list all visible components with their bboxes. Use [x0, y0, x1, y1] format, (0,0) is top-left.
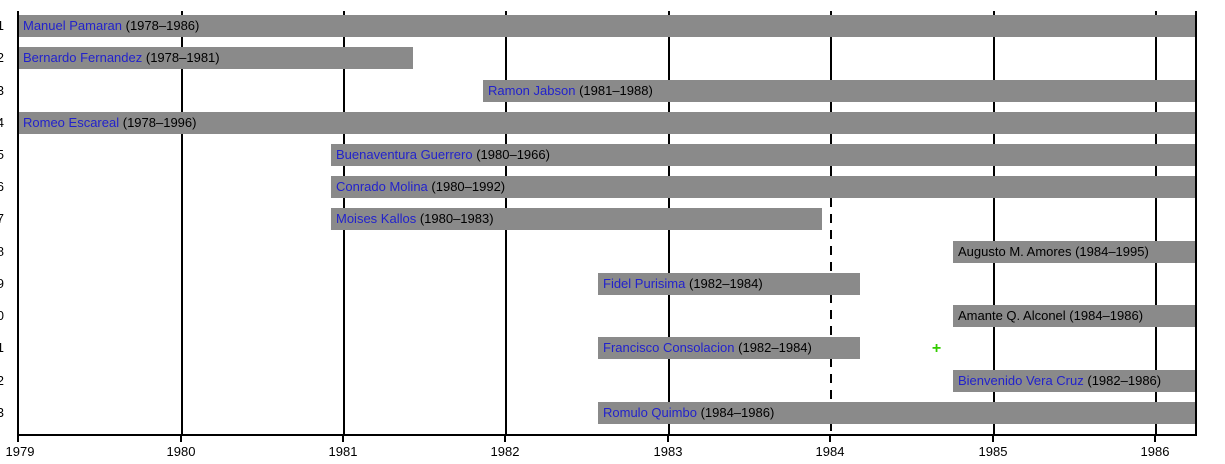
term-years: (1984–1986)	[700, 405, 775, 420]
person-link[interactable]: Ramon Jabson	[488, 83, 576, 98]
person-link[interactable]: Buenaventura Guerrero	[336, 147, 473, 162]
row-number: 11	[0, 340, 4, 355]
axis-left-line	[17, 11, 19, 435]
person-link[interactable]: Moises Kallos	[336, 211, 417, 226]
timeline-bar: Romulo Quimbo (1984–1986)	[598, 402, 1196, 424]
person-link[interactable]: Conrado Molina	[336, 179, 428, 194]
term-years: (1982–1984)	[738, 340, 812, 355]
term-years: (1978–1996)	[122, 115, 197, 130]
timeline-bar: Romeo Escareal (1978–1996)	[18, 112, 1196, 134]
tick-1981	[342, 436, 344, 442]
plus-marker-icon: +	[931, 340, 942, 357]
person-link[interactable]: Bienvenido Vera Cruz	[958, 373, 1084, 388]
person-name: Augusto M. Amores	[958, 244, 1072, 259]
row-number: 5	[0, 147, 4, 162]
axis-bottom-line	[17, 434, 1197, 436]
timeline-bar: Moises Kallos (1980–1983)	[331, 208, 822, 230]
term-years: (1982–1984)	[688, 276, 763, 291]
person-link[interactable]: Fidel Purisima	[603, 276, 686, 291]
term-years: (1978–1981)	[145, 50, 220, 65]
timeline-bar: Augusto M. Amores (1984–1995)	[953, 241, 1196, 263]
gridline-1986	[1155, 11, 1157, 434]
person-link[interactable]: Romulo Quimbo	[603, 405, 697, 420]
row-number: 12	[0, 373, 4, 388]
tick-1979	[17, 436, 19, 442]
row-number: 7	[0, 211, 4, 226]
term-years: (1980–1992)	[431, 179, 506, 194]
gridline-1980	[181, 11, 183, 434]
tick-label-1984: 1984	[815, 444, 845, 459]
row-number: 13	[0, 405, 4, 420]
person-link[interactable]: Francisco Consolacion	[603, 340, 735, 355]
timeline-bar: Francisco Consolacion (1982–1984)	[598, 337, 860, 359]
row-number: 1	[0, 18, 4, 33]
tick-label-1981: 1981	[328, 444, 358, 459]
gridline-1984-dashed	[830, 198, 832, 434]
tick-label-1983: 1983	[653, 444, 683, 459]
term-years: (1982–1986)	[1087, 373, 1162, 388]
tick-1985	[992, 436, 994, 442]
gridline-1985	[993, 11, 995, 434]
term-years: (1978–1986)	[125, 18, 200, 33]
term-years: (1984–1995)	[1075, 244, 1149, 259]
row-number: 4	[0, 115, 4, 130]
timeline-bar: Buenaventura Guerrero (1980–1966)	[331, 144, 1196, 166]
row-number: 6	[0, 179, 4, 194]
person-name: Amante Q. Alconel	[958, 308, 1066, 323]
tick-1980	[180, 436, 182, 442]
tick-label-1982: 1982	[490, 444, 520, 459]
term-years: (1980–1966)	[476, 147, 550, 162]
tick-1984	[829, 436, 831, 442]
tick-label-1980: 1980	[166, 444, 196, 459]
axis-right-line	[1195, 11, 1197, 435]
timeline-bar: Fidel Purisima (1982–1984)	[598, 273, 860, 295]
row-number: 2	[0, 50, 4, 65]
timeline-bar: Amante Q. Alconel (1984–1986)	[953, 305, 1196, 327]
gridline-1984-solid	[830, 11, 832, 198]
tick-label-1985: 1985	[978, 444, 1008, 459]
person-link[interactable]: Manuel Pamaran	[23, 18, 122, 33]
row-number: 8	[0, 244, 4, 259]
tick-1986	[1154, 436, 1156, 442]
timeline-bar: Ramon Jabson (1981–1988)	[483, 80, 1196, 102]
tick-label-1986: 1986	[1140, 444, 1170, 459]
term-years: (1984–1986)	[1069, 308, 1144, 323]
row-number: 10	[0, 308, 4, 323]
row-number: 3	[0, 83, 4, 98]
term-years: (1980–1983)	[419, 211, 494, 226]
person-link[interactable]: Romeo Escareal	[23, 115, 120, 130]
person-link[interactable]: Bernardo Fernandez	[23, 50, 143, 65]
timeline-bar: Conrado Molina (1980–1992)	[331, 176, 1196, 198]
term-years: (1981–1988)	[579, 83, 653, 98]
tick-label-1979: 1979	[5, 444, 35, 459]
tick-1982	[504, 436, 506, 442]
timeline-bar: Bienvenido Vera Cruz (1982–1986)	[953, 370, 1196, 392]
tick-1983	[667, 436, 669, 442]
row-number: 9	[0, 276, 4, 291]
timeline-bar: Bernardo Fernandez (1978–1981)	[18, 47, 413, 69]
timeline-bar: Manuel Pamaran (1978–1986)	[18, 15, 1196, 37]
